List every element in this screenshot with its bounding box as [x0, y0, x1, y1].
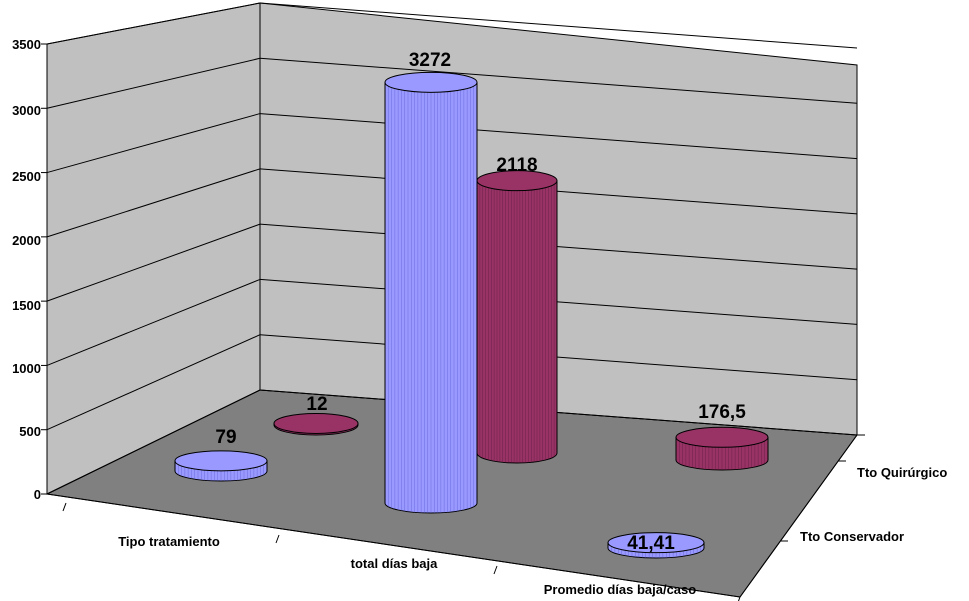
gridline-back — [259, 223, 858, 270]
x-axis-line — [46, 493, 741, 598]
data-label: 3272 — [409, 50, 451, 71]
gridline-side — [46, 168, 261, 238]
data-label: 41,41 — [627, 533, 675, 554]
gridline-side — [46, 389, 261, 495]
category-label: Promedio días baja/caso — [544, 582, 697, 597]
bar-top — [384, 71, 478, 93]
gridline-side — [46, 2, 261, 45]
gridline-back — [259, 168, 858, 215]
category-label: Tipo tratamiento — [118, 534, 220, 549]
x-tick-mark — [62, 502, 67, 512]
y-tick-labels: 0 500 1000 1500 2000 2500 3000 3500 — [12, 37, 41, 502]
gridline-back — [259, 389, 858, 436]
gridline-side — [46, 278, 261, 366]
series-label: Tto Conservador — [800, 529, 904, 544]
category-label: total días baja — [351, 556, 438, 571]
bar-cylinder — [476, 170, 558, 464]
y-tick-label: 1000 — [12, 361, 41, 376]
axes — [41, 43, 865, 601]
gridline-side — [46, 334, 261, 431]
y-tick-label: 3500 — [12, 37, 41, 52]
bar-top — [174, 450, 268, 472]
y-tick-label: 0 — [34, 487, 41, 502]
gridline-side — [46, 223, 261, 302]
depth-axis-line — [739, 434, 858, 598]
bar-top — [675, 426, 769, 448]
bar-cylinder — [174, 450, 268, 482]
y-tick-label: 2000 — [12, 233, 41, 248]
data-label: 2118 — [496, 155, 537, 176]
y-tick-label: 3000 — [12, 103, 41, 118]
bar-top — [607, 532, 705, 554]
data-label: 176,5 — [698, 402, 746, 423]
category-labels: Tipo tratamiento total días baja Promedi… — [118, 534, 696, 597]
y-tick-label: 2500 — [12, 169, 41, 184]
gridline-side — [46, 57, 261, 109]
gridline-back — [259, 2, 858, 49]
gridline-back — [259, 334, 858, 381]
gridline-back — [259, 278, 858, 325]
bars — [174, 71, 769, 559]
x-tick-mark — [737, 596, 741, 601]
gridline-side — [46, 113, 261, 174]
gridline-back — [259, 57, 858, 104]
series-depth-labels: Tto Conservador Tto Quirúrgico — [800, 465, 947, 544]
bar-cylinder — [273, 412, 359, 436]
data-label: 12 — [306, 394, 327, 415]
data-labels: 79 3272 41,41 12 2118 176,5 — [215, 50, 746, 554]
back-wall — [259, 2, 858, 436]
y-tick-label: 500 — [19, 424, 41, 439]
bar-cylinder — [675, 426, 769, 471]
bar-top — [273, 412, 359, 434]
x-tick-mark — [275, 534, 280, 544]
bar-cylinder — [607, 532, 705, 559]
y-tick-label: 1500 — [12, 298, 41, 313]
gridline-back — [259, 113, 858, 160]
bar-cylinder — [384, 71, 478, 514]
data-label: 79 — [215, 427, 236, 448]
series-label: Tto Quirúrgico — [857, 465, 947, 480]
gridlines — [46, 2, 858, 495]
x-tick-mark — [493, 565, 498, 575]
